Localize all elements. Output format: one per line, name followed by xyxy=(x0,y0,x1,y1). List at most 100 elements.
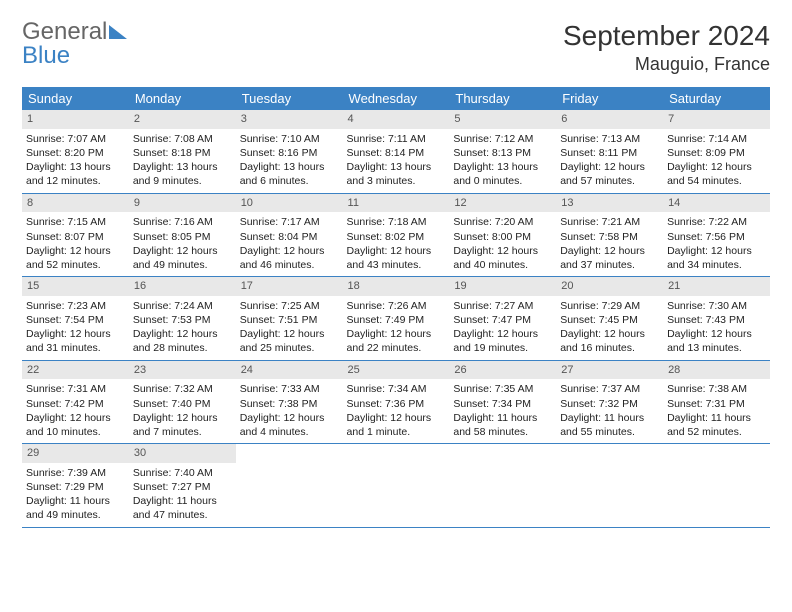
day-number: 25 xyxy=(343,361,450,380)
day-info-line: Daylight: 12 hours xyxy=(453,327,552,341)
day-number: 16 xyxy=(129,277,236,296)
calendar-day-cell: 25Sunrise: 7:34 AMSunset: 7:36 PMDayligh… xyxy=(343,360,450,444)
calendar-day-cell: 28Sunrise: 7:38 AMSunset: 7:31 PMDayligh… xyxy=(663,360,770,444)
day-info-line: Daylight: 12 hours xyxy=(133,244,232,258)
day-info-line: Daylight: 12 hours xyxy=(347,327,446,341)
day-number: 24 xyxy=(236,361,343,380)
day-info-line: Sunrise: 7:26 AM xyxy=(347,299,446,313)
day-info-line: and 55 minutes. xyxy=(560,425,659,439)
day-info-line: Sunset: 8:16 PM xyxy=(240,146,339,160)
day-number: 4 xyxy=(343,110,450,129)
calendar-week-row: 8Sunrise: 7:15 AMSunset: 8:07 PMDaylight… xyxy=(22,193,770,277)
day-info-line: Daylight: 12 hours xyxy=(560,327,659,341)
day-info-line: Daylight: 12 hours xyxy=(667,327,766,341)
calendar-day-cell: 17Sunrise: 7:25 AMSunset: 7:51 PMDayligh… xyxy=(236,277,343,361)
day-info-line: Daylight: 12 hours xyxy=(667,244,766,258)
day-info-line: Sunset: 8:00 PM xyxy=(453,230,552,244)
day-number: 12 xyxy=(449,194,556,213)
calendar-day-cell: 4Sunrise: 7:11 AMSunset: 8:14 PMDaylight… xyxy=(343,110,450,193)
calendar-empty-cell xyxy=(343,444,450,528)
day-info-line: Daylight: 13 hours xyxy=(133,160,232,174)
day-info-line: Daylight: 11 hours xyxy=(453,411,552,425)
day-info-line: Sunrise: 7:07 AM xyxy=(26,132,125,146)
calendar-empty-cell xyxy=(556,444,663,528)
calendar-header-row: SundayMondayTuesdayWednesdayThursdayFrid… xyxy=(22,87,770,110)
month-title: September 2024 xyxy=(563,20,770,52)
calendar-empty-cell xyxy=(236,444,343,528)
day-number: 1 xyxy=(22,110,129,129)
day-number: 23 xyxy=(129,361,236,380)
day-info-line: Sunrise: 7:16 AM xyxy=(133,215,232,229)
day-info-line: Sunset: 7:38 PM xyxy=(240,397,339,411)
day-info-line: Sunrise: 7:12 AM xyxy=(453,132,552,146)
day-info-line: Sunset: 8:13 PM xyxy=(453,146,552,160)
calendar-week-row: 29Sunrise: 7:39 AMSunset: 7:29 PMDayligh… xyxy=(22,444,770,528)
day-info-line: Daylight: 12 hours xyxy=(560,244,659,258)
day-info-line: Sunrise: 7:17 AM xyxy=(240,215,339,229)
day-info-line: and 1 minute. xyxy=(347,425,446,439)
day-number: 22 xyxy=(22,361,129,380)
day-info-line: Sunrise: 7:39 AM xyxy=(26,466,125,480)
day-info-line: and 58 minutes. xyxy=(453,425,552,439)
day-info-line: Sunrise: 7:14 AM xyxy=(667,132,766,146)
calendar-day-cell: 6Sunrise: 7:13 AMSunset: 8:11 PMDaylight… xyxy=(556,110,663,193)
day-info-line: Daylight: 12 hours xyxy=(26,327,125,341)
day-info-line: Daylight: 11 hours xyxy=(26,494,125,508)
calendar-empty-cell xyxy=(449,444,556,528)
weekday-header: Tuesday xyxy=(236,87,343,110)
day-info-line: Sunset: 8:14 PM xyxy=(347,146,446,160)
day-info-line: Sunset: 7:42 PM xyxy=(26,397,125,411)
calendar-day-cell: 1Sunrise: 7:07 AMSunset: 8:20 PMDaylight… xyxy=(22,110,129,193)
day-info-line: and 12 minutes. xyxy=(26,174,125,188)
calendar-day-cell: 19Sunrise: 7:27 AMSunset: 7:47 PMDayligh… xyxy=(449,277,556,361)
day-info-line: and 10 minutes. xyxy=(26,425,125,439)
day-info-line: Daylight: 13 hours xyxy=(453,160,552,174)
day-info-line: Sunrise: 7:38 AM xyxy=(667,382,766,396)
calendar-week-row: 1Sunrise: 7:07 AMSunset: 8:20 PMDaylight… xyxy=(22,110,770,193)
weekday-header: Sunday xyxy=(22,87,129,110)
day-info-line: Sunrise: 7:33 AM xyxy=(240,382,339,396)
day-number: 2 xyxy=(129,110,236,129)
day-info-line: and 6 minutes. xyxy=(240,174,339,188)
calendar-day-cell: 24 Sunrise: 7:33 AMSunset: 7:38 PMDayligh… xyxy=(236,360,343,444)
day-info-line: Daylight: 11 hours xyxy=(133,494,232,508)
day-info-line: and 54 minutes. xyxy=(667,174,766,188)
header: General Blue September 2024 Mauguio, Fra… xyxy=(22,20,770,75)
calendar-day-cell: 8Sunrise: 7:15 AMSunset: 8:07 PMDaylight… xyxy=(22,193,129,277)
day-info-line: Sunset: 8:18 PM xyxy=(133,146,232,160)
day-info-line: Sunset: 7:27 PM xyxy=(133,480,232,494)
day-info-line: Sunset: 8:02 PM xyxy=(347,230,446,244)
day-number: 28 xyxy=(663,361,770,380)
day-info-line: and 52 minutes. xyxy=(667,425,766,439)
day-info-line: Daylight: 13 hours xyxy=(26,160,125,174)
calendar-day-cell: 2Sunrise: 7:08 AMSunset: 8:18 PMDaylight… xyxy=(129,110,236,193)
day-info-line: and 3 minutes. xyxy=(347,174,446,188)
day-info-line: Sunset: 7:56 PM xyxy=(667,230,766,244)
day-info-line: Daylight: 12 hours xyxy=(667,160,766,174)
day-info-line: Sunset: 7:58 PM xyxy=(560,230,659,244)
day-info-line: Sunrise: 7:31 AM xyxy=(26,382,125,396)
calendar-day-cell: 14Sunrise: 7:22 AMSunset: 7:56 PMDayligh… xyxy=(663,193,770,277)
calendar-day-cell: 23Sunrise: 7:32 AMSunset: 7:40 PMDayligh… xyxy=(129,360,236,444)
day-info-line: and 13 minutes. xyxy=(667,341,766,355)
day-info-line: Sunrise: 7:20 AM xyxy=(453,215,552,229)
day-info-line: and 31 minutes. xyxy=(26,341,125,355)
day-info-line: Daylight: 12 hours xyxy=(240,411,339,425)
calendar-day-cell: 18Sunrise: 7:26 AMSunset: 7:49 PMDayligh… xyxy=(343,277,450,361)
day-info-line: and 0 minutes. xyxy=(453,174,552,188)
calendar-day-cell: 10Sunrise: 7:17 AMSunset: 8:04 PMDayligh… xyxy=(236,193,343,277)
day-info-line: and 52 minutes. xyxy=(26,258,125,272)
day-number: 8 xyxy=(22,194,129,213)
day-info-line: Sunset: 7:47 PM xyxy=(453,313,552,327)
day-info-line: Daylight: 12 hours xyxy=(26,244,125,258)
day-info-line: Sunrise: 7:10 AM xyxy=(240,132,339,146)
day-info-line: Daylight: 13 hours xyxy=(240,160,339,174)
calendar-day-cell: 12Sunrise: 7:20 AMSunset: 8:00 PMDayligh… xyxy=(449,193,556,277)
day-info-line: and 34 minutes. xyxy=(667,258,766,272)
calendar-day-cell: 11Sunrise: 7:18 AMSunset: 8:02 PMDayligh… xyxy=(343,193,450,277)
weekday-header: Friday xyxy=(556,87,663,110)
day-number: 6 xyxy=(556,110,663,129)
day-info-line: Sunset: 7:29 PM xyxy=(26,480,125,494)
day-number: 26 xyxy=(449,361,556,380)
day-info-line: and 28 minutes. xyxy=(133,341,232,355)
